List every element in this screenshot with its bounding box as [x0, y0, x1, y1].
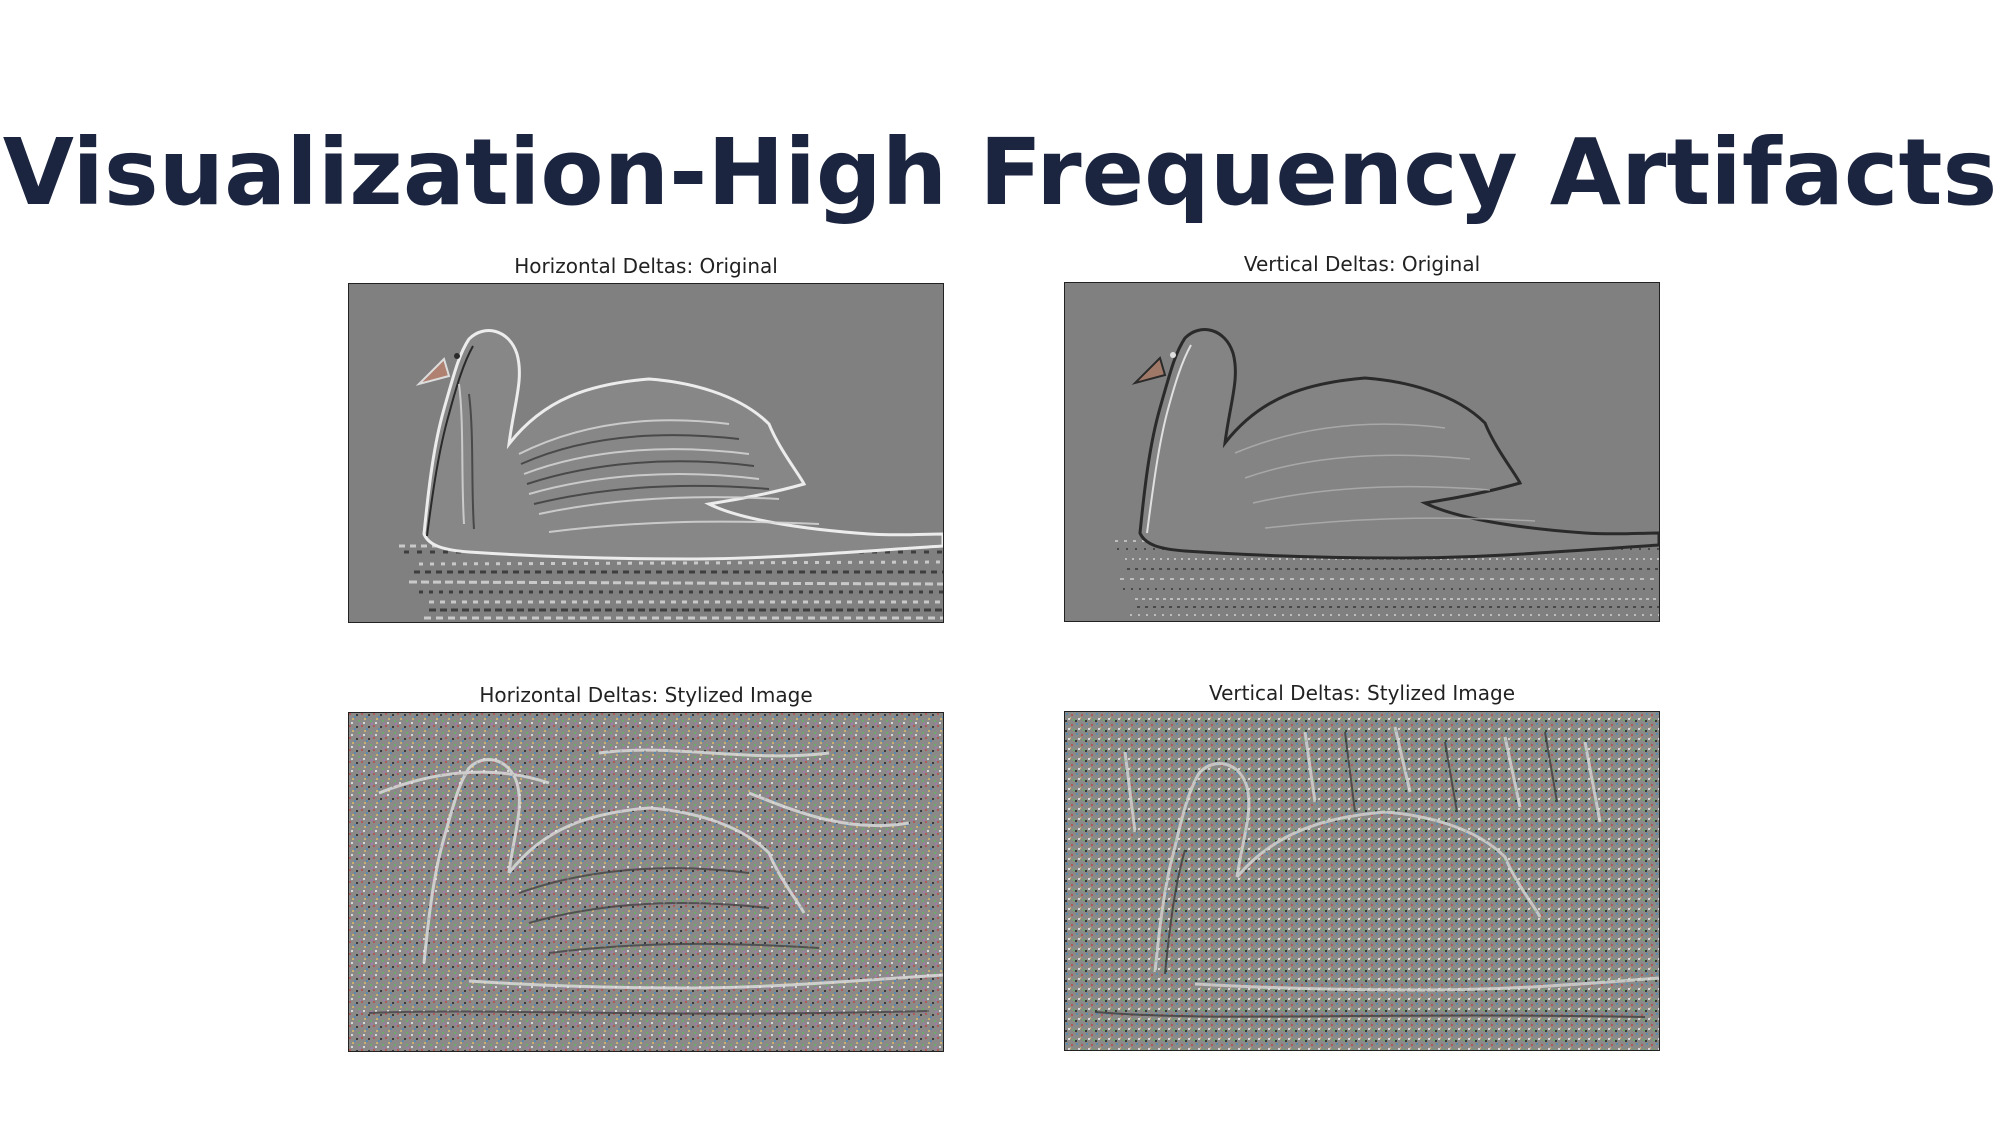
panel-label-horizontal-stylized: Horizontal Deltas: Stylized Image: [479, 683, 813, 707]
image-horizontal-deltas-original: [348, 283, 944, 623]
panel-label-vertical-stylized: Vertical Deltas: Stylized Image: [1208, 681, 1516, 705]
image-vertical-deltas-stylized: [1064, 711, 1660, 1051]
swan-edge-map-vertical-original: [1065, 283, 1659, 621]
panel-label-horizontal-original: Horizontal Deltas: Original: [514, 254, 778, 278]
image-horizontal-deltas-stylized: [348, 712, 944, 1052]
swan-edge-map-horizontal-original: [349, 284, 943, 622]
image-vertical-deltas-original: [1064, 282, 1660, 622]
slide-title: Visualization-High Frequency Artifacts: [2, 119, 1998, 226]
panel-label-vertical-original: Vertical Deltas: Original: [1243, 252, 1481, 276]
swan-edge-map-vertical-stylized: [1065, 712, 1659, 1050]
swan-edge-map-horizontal-stylized: [349, 713, 943, 1051]
